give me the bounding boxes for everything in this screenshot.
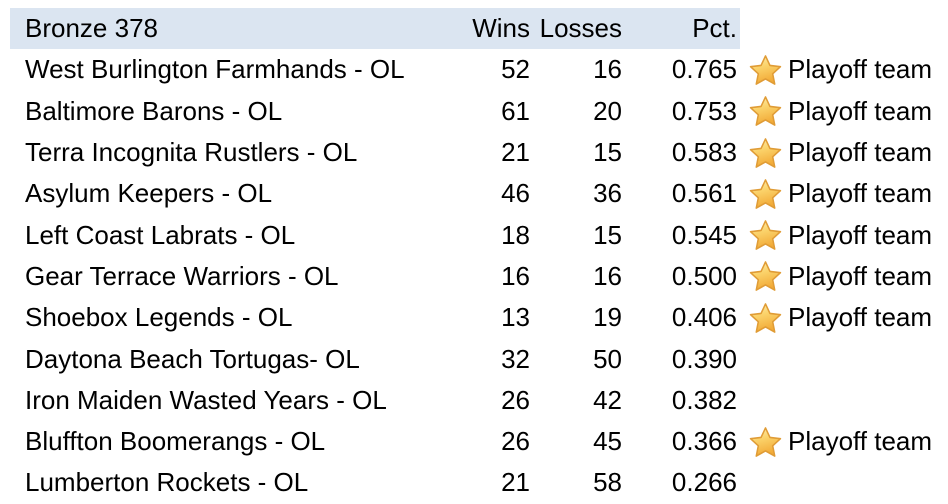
wins-value: 18 [501,219,530,250]
column-header-wins: Wins [460,8,532,50]
playoff-cell: Playoff team [740,173,948,214]
pct-value: 0.545 [671,219,737,250]
playoff-cell: Playoff team [740,91,948,132]
losses-value: 16 [593,54,622,85]
table-row: West Burlington Farmhands - OL 52 16 0.7… [10,49,948,90]
wins-value: 52 [501,54,530,85]
pct-value: 0.366 [671,426,737,457]
playoff-cell: Playoff team [740,132,948,173]
wins-value: 21 [501,137,530,168]
column-header-playoff-spacer [740,8,948,49]
team-name: Baltimore Barons - OL [25,95,283,126]
losses-value: 15 [593,137,622,168]
column-header-pct: Pct. [624,8,740,50]
losses-value: 15 [593,219,622,250]
wins-value: 16 [501,260,530,291]
playoff-label: Playoff team [788,137,933,168]
team-name: Gear Terrace Warriors - OL [25,260,339,291]
table-row: Daytona Beach Tortugas- OL 32 50 0.390 P… [10,338,948,379]
pct-value: 0.561 [671,178,737,209]
pct-value: 0.583 [671,137,737,168]
table-row: Left Coast Labrats - OL 18 15 0.545 Play… [10,214,948,255]
playoff-label: Playoff team [788,178,933,209]
losses-value: 16 [593,260,622,291]
playoff-cell: Playoff team [740,297,948,338]
table-row: Terra Incognita Rustlers - OL 21 15 0.58… [10,132,948,173]
playoff-cell: Playoff team [740,214,948,255]
wins-value: 13 [501,302,530,333]
losses-value: 58 [593,467,622,498]
star-icon [749,55,782,85]
losses-value: 42 [593,384,622,415]
playoff-label: Playoff team [788,54,933,85]
playoff-label: Playoff team [788,260,933,291]
losses-value: 45 [593,426,622,457]
team-name: Terra Incognita Rustlers - OL [25,137,358,168]
star-icon [749,178,782,209]
playoff-cell: Playoff team [740,421,948,462]
playoff-label: Playoff team [788,302,933,333]
losses-value: 36 [593,178,622,209]
table-row: Lumberton Rockets - OL 21 58 0.266 Playo… [10,462,948,503]
pct-value: 0.765 [671,54,737,85]
table-row: Gear Terrace Warriors - OL 16 16 0.500 P… [10,256,948,297]
table-row: Asylum Keepers - OL 46 36 0.561 Playoff … [10,173,948,214]
team-name: West Burlington Farmhands - OL [25,54,405,85]
table-body: West Burlington Farmhands - OL 52 16 0.7… [10,49,948,503]
pct-value: 0.390 [671,343,737,374]
wins-value: 61 [501,95,530,126]
team-name: Bluffton Boomerangs - OL [25,426,326,457]
star-icon [749,426,782,457]
playoff-cell: Playoff team [740,338,948,379]
team-name: Asylum Keepers - OL [25,178,273,209]
table-row: Shoebox Legends - OL 13 19 0.406 Playoff… [10,297,948,338]
playoff-cell: Playoff team [740,462,948,503]
playoff-cell: Playoff team [740,380,948,421]
pct-value: 0.500 [671,260,737,291]
table-row: Baltimore Barons - OL 61 20 0.753 Playof… [10,91,948,132]
playoff-cell: Playoff team [740,256,948,297]
wins-value: 46 [501,178,530,209]
playoff-label: Playoff team [788,95,933,126]
table-row: Bluffton Boomerangs - OL 26 45 0.366 Pla… [10,421,948,462]
wins-value: 26 [501,426,530,457]
star-icon [749,137,782,168]
pct-value: 0.406 [671,302,737,333]
column-header-losses: Losses [532,8,624,50]
pct-value: 0.753 [671,95,737,126]
table-header-row: Bronze 378 Wins Losses Pct. [10,8,948,50]
star-icon [749,96,782,127]
wins-value: 26 [501,384,530,415]
wins-value: 32 [501,343,530,374]
pct-value: 0.382 [671,384,737,415]
star-icon [749,261,782,292]
losses-value: 19 [593,302,622,333]
team-name: Iron Maiden Wasted Years - OL [25,384,387,415]
playoff-cell: Playoff team [740,49,948,90]
pct-value: 0.266 [671,467,737,498]
team-name: Left Coast Labrats - OL [25,219,296,250]
team-name: Daytona Beach Tortugas- OL [25,343,360,374]
playoff-label: Playoff team [788,426,933,457]
team-name: Lumberton Rockets - OL [25,467,309,498]
losses-value: 50 [593,343,622,374]
playoff-label: Playoff team [788,219,933,250]
wins-value: 21 [501,467,530,498]
standings-table: Bronze 378 Wins Losses Pct. West Burling… [10,8,948,504]
star-icon [749,220,782,250]
table-title: Bronze 378 [10,8,460,50]
team-name: Shoebox Legends - OL [25,302,293,333]
losses-value: 20 [593,95,622,126]
star-icon [749,302,782,333]
table-row: Iron Maiden Wasted Years - OL 26 42 0.38… [10,380,948,421]
